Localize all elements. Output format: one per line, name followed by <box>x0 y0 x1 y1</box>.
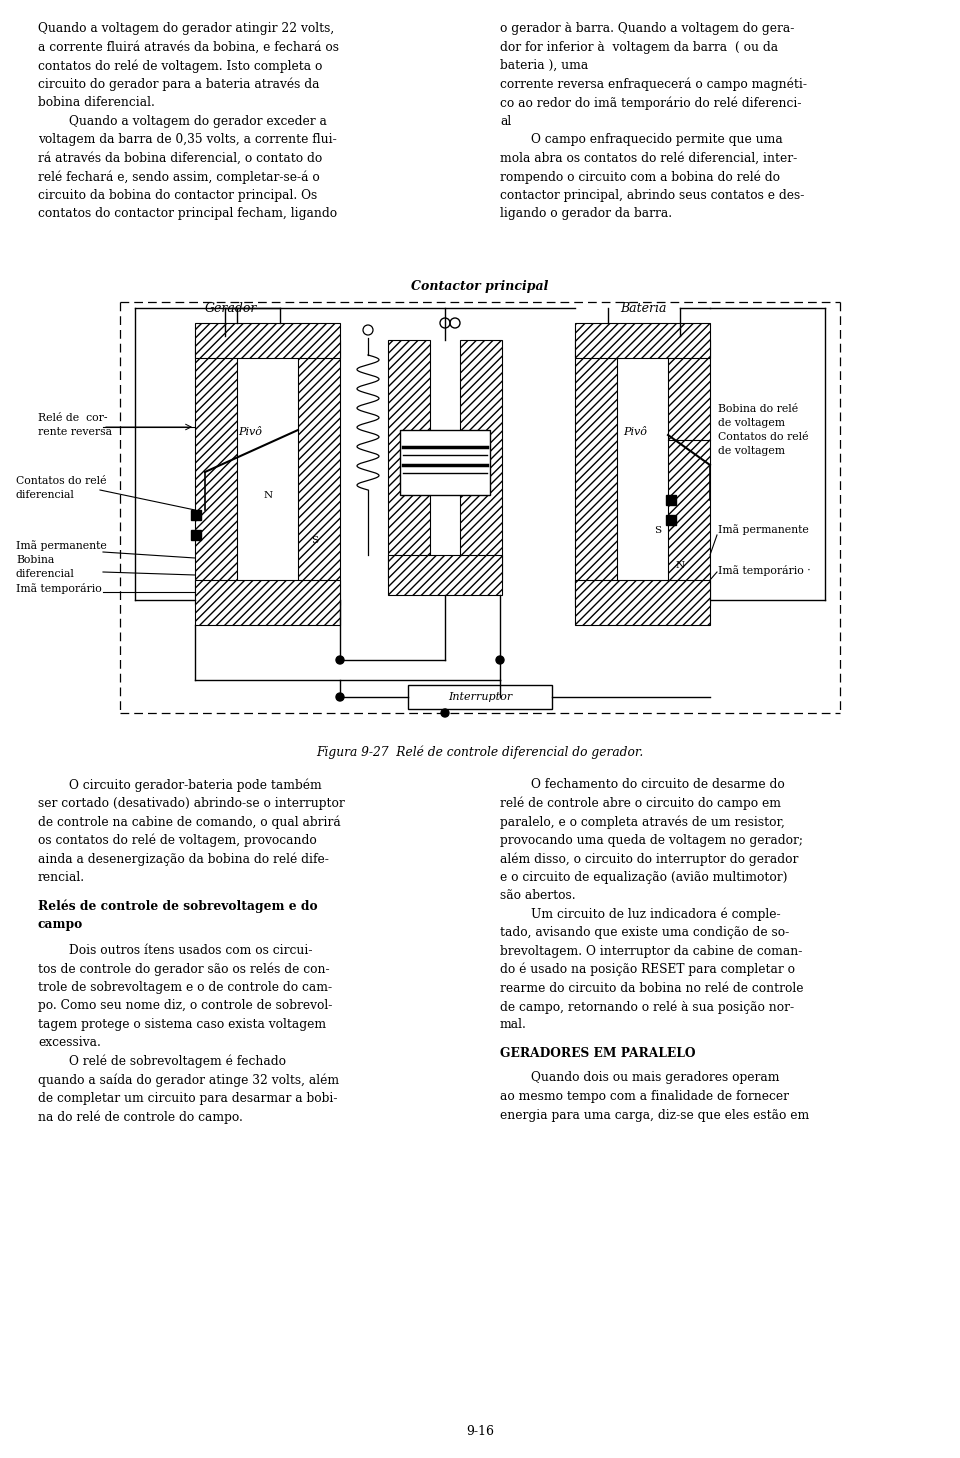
Text: rompendo o circuito com a bobina do relé do: rompendo o circuito com a bobina do relé… <box>500 171 780 184</box>
Text: Imã temporário ·: Imã temporário · <box>718 564 810 576</box>
Text: além disso, o circuito do interruptor do gerador: além disso, o circuito do interruptor do… <box>500 851 799 866</box>
Text: S: S <box>311 535 319 544</box>
Text: ser cortado (desativado) abrindo-se o interruptor: ser cortado (desativado) abrindo-se o in… <box>38 796 345 809</box>
Bar <box>195 580 340 625</box>
Text: Imã permanente: Imã permanente <box>718 525 808 535</box>
Text: mola abra os contatos do relé diferencial, inter-: mola abra os contatos do relé diferencia… <box>500 152 797 165</box>
Text: al: al <box>500 115 512 127</box>
Text: Dois outros ítens usados com os circui-: Dois outros ítens usados com os circui- <box>38 943 313 956</box>
Text: na do relé de controle do campo.: na do relé de controle do campo. <box>38 1111 243 1124</box>
Text: provocando uma queda de voltagem no gerador;: provocando uma queda de voltagem no gera… <box>500 834 803 847</box>
Text: ligando o gerador da barra.: ligando o gerador da barra. <box>500 207 672 220</box>
Text: ainda a desenergização da bobina do relé dife-: ainda a desenergização da bobina do relé… <box>38 851 329 866</box>
Text: relé fechará e, sendo assim, completar-se-á o: relé fechará e, sendo assim, completar-s… <box>38 171 320 184</box>
Text: Quando a voltagem do gerador atingir 22 volts,: Quando a voltagem do gerador atingir 22 … <box>38 22 334 35</box>
Text: tos de controle do gerador são os relés de con-: tos de controle do gerador são os relés … <box>38 962 329 975</box>
Text: de completar um circuito para desarmar a bobi-: de completar um circuito para desarmar a… <box>38 1092 338 1105</box>
Text: quando a saída do gerador atinge 32 volts, além: quando a saída do gerador atinge 32 volt… <box>38 1073 339 1088</box>
Bar <box>575 340 617 605</box>
Text: rá através da bobina diferencial, o contato do: rá através da bobina diferencial, o cont… <box>38 152 323 165</box>
Bar <box>388 340 430 580</box>
Bar <box>195 324 340 359</box>
Bar <box>575 580 710 625</box>
Text: Gerador: Gerador <box>205 302 257 315</box>
Bar <box>388 555 502 595</box>
Text: bateria ), uma: bateria ), uma <box>500 58 588 71</box>
Text: relé de controle abre o circuito do campo em: relé de controle abre o circuito do camp… <box>500 796 781 811</box>
Text: campo: campo <box>38 917 84 930</box>
Text: a corrente fluirá através da bobina, e fechará os: a corrente fluirá através da bobina, e f… <box>38 41 339 54</box>
Text: os contatos do relé de voltagem, provocando: os contatos do relé de voltagem, provoca… <box>38 834 317 847</box>
Circle shape <box>496 656 504 663</box>
Bar <box>666 515 676 525</box>
Text: excessiva.: excessiva. <box>38 1037 101 1050</box>
Text: O fechamento do circuito de desarme do: O fechamento do circuito de desarme do <box>500 779 784 792</box>
Text: S: S <box>655 525 661 535</box>
Text: paralelo, e o completa através de um resistor,: paralelo, e o completa através de um res… <box>500 815 785 828</box>
Text: Bobina do relé
de voltagem
Contatos do relé
de voltagem: Bobina do relé de voltagem Contatos do r… <box>718 404 808 456</box>
Text: O circuito gerador-bateria pode também: O circuito gerador-bateria pode também <box>38 779 322 792</box>
Text: mal.: mal. <box>500 1019 527 1031</box>
Text: Um circuito de luz indicadora é comple-: Um circuito de luz indicadora é comple- <box>500 907 780 921</box>
Text: o gerador à barra. Quando a voltagem do gera-: o gerador à barra. Quando a voltagem do … <box>500 22 794 35</box>
Bar <box>298 340 340 605</box>
Text: Interruptor: Interruptor <box>448 693 512 701</box>
Bar <box>191 510 201 521</box>
Text: Contatos do relé
diferencial: Contatos do relé diferencial <box>16 475 107 500</box>
Text: Figura 9-27  Relé de controle diferencial do gerador.: Figura 9-27 Relé de controle diferencial… <box>317 745 643 758</box>
Text: Relé de  cor-
rente reversa: Relé de cor- rente reversa <box>38 413 112 437</box>
Text: corrente reversa enfraquecerá o campo magnéti-: corrente reversa enfraquecerá o campo ma… <box>500 77 807 90</box>
Bar <box>666 496 676 504</box>
Bar <box>400 430 490 496</box>
Bar <box>668 340 710 605</box>
Text: tagem protege o sistema caso exista voltagem: tagem protege o sistema caso exista volt… <box>38 1018 326 1031</box>
Circle shape <box>336 656 344 663</box>
Text: ao mesmo tempo com a finalidade de fornecer: ao mesmo tempo com a finalidade de forne… <box>500 1091 789 1104</box>
Text: circuito da bobina do contactor principal. Os: circuito da bobina do contactor principa… <box>38 188 317 201</box>
Text: dor for inferior à  voltagem da barra  ( ou da: dor for inferior à voltagem da barra ( o… <box>500 41 779 54</box>
Text: contatos do relé de voltagem. Isto completa o: contatos do relé de voltagem. Isto compl… <box>38 58 323 73</box>
Text: rencial.: rencial. <box>38 870 85 884</box>
Text: O relé de sobrevoltagem é fechado: O relé de sobrevoltagem é fechado <box>38 1056 286 1069</box>
Circle shape <box>336 693 344 701</box>
Text: bobina diferencial.: bobina diferencial. <box>38 96 155 109</box>
Text: são abertos.: são abertos. <box>500 889 576 903</box>
Text: energia para uma carga, diz-se que eles estão em: energia para uma carga, diz-se que eles … <box>500 1108 809 1121</box>
Text: do é usado na posição RESET para completar o: do é usado na posição RESET para complet… <box>500 962 795 977</box>
Text: de campo, retornando o relé à sua posição nor-: de campo, retornando o relé à sua posiçã… <box>500 1000 794 1013</box>
Text: co ao redor do imã temporário do relé diferenci-: co ao redor do imã temporário do relé di… <box>500 96 802 109</box>
Bar <box>460 340 502 580</box>
Text: circuito do gerador para a bateria através da: circuito do gerador para a bateria atrav… <box>38 77 320 90</box>
Bar <box>575 324 710 359</box>
Text: voltagem da barra de 0,35 volts, a corrente flui-: voltagem da barra de 0,35 volts, a corre… <box>38 133 337 146</box>
Text: Pivô: Pivô <box>623 427 647 437</box>
Text: Bateria: Bateria <box>620 302 666 315</box>
Text: contatos do contactor principal fecham, ligando: contatos do contactor principal fecham, … <box>38 207 337 220</box>
Text: GERADORES EM PARALELO: GERADORES EM PARALELO <box>500 1047 695 1060</box>
Bar <box>191 531 201 539</box>
Text: e o circuito de equalização (avião multimotor): e o circuito de equalização (avião multi… <box>500 870 787 884</box>
Text: brevoltagem. O interruptor da cabine de coman-: brevoltagem. O interruptor da cabine de … <box>500 945 803 958</box>
Text: Relés de controle de sobrevoltagem e do: Relés de controle de sobrevoltagem e do <box>38 900 318 913</box>
Text: 9-16: 9-16 <box>466 1424 494 1438</box>
Bar <box>195 340 237 605</box>
Text: trole de sobrevoltagem e o de controle do cam-: trole de sobrevoltagem e o de controle d… <box>38 981 332 994</box>
Text: Quando a voltagem do gerador exceder a: Quando a voltagem do gerador exceder a <box>38 115 326 127</box>
Text: de controle na cabine de comando, o qual abrirá: de controle na cabine de comando, o qual… <box>38 815 341 828</box>
Text: O campo enfraquecido permite que uma: O campo enfraquecido permite que uma <box>500 133 782 146</box>
Text: Quando dois ou mais geradores operam: Quando dois ou mais geradores operam <box>500 1072 780 1085</box>
Text: rearme do circuito da bobina no relé de controle: rearme do circuito da bobina no relé de … <box>500 981 804 994</box>
Text: N: N <box>676 560 684 570</box>
Circle shape <box>441 709 449 717</box>
Text: Imã permanente
Bobina
diferencial
Imã temporário: Imã permanente Bobina diferencial Imã te… <box>16 539 107 595</box>
Text: Pivô: Pivô <box>238 427 262 437</box>
Text: contactor principal, abrindo seus contatos e des-: contactor principal, abrindo seus contat… <box>500 188 804 201</box>
Text: tado, avisando que existe uma condição de so-: tado, avisando que existe uma condição d… <box>500 926 789 939</box>
Text: Contactor principal: Contactor principal <box>411 280 549 293</box>
Text: po. Como seu nome diz, o controle de sobrevol-: po. Como seu nome diz, o controle de sob… <box>38 1000 332 1012</box>
Text: N: N <box>263 490 273 500</box>
Bar <box>408 685 552 709</box>
